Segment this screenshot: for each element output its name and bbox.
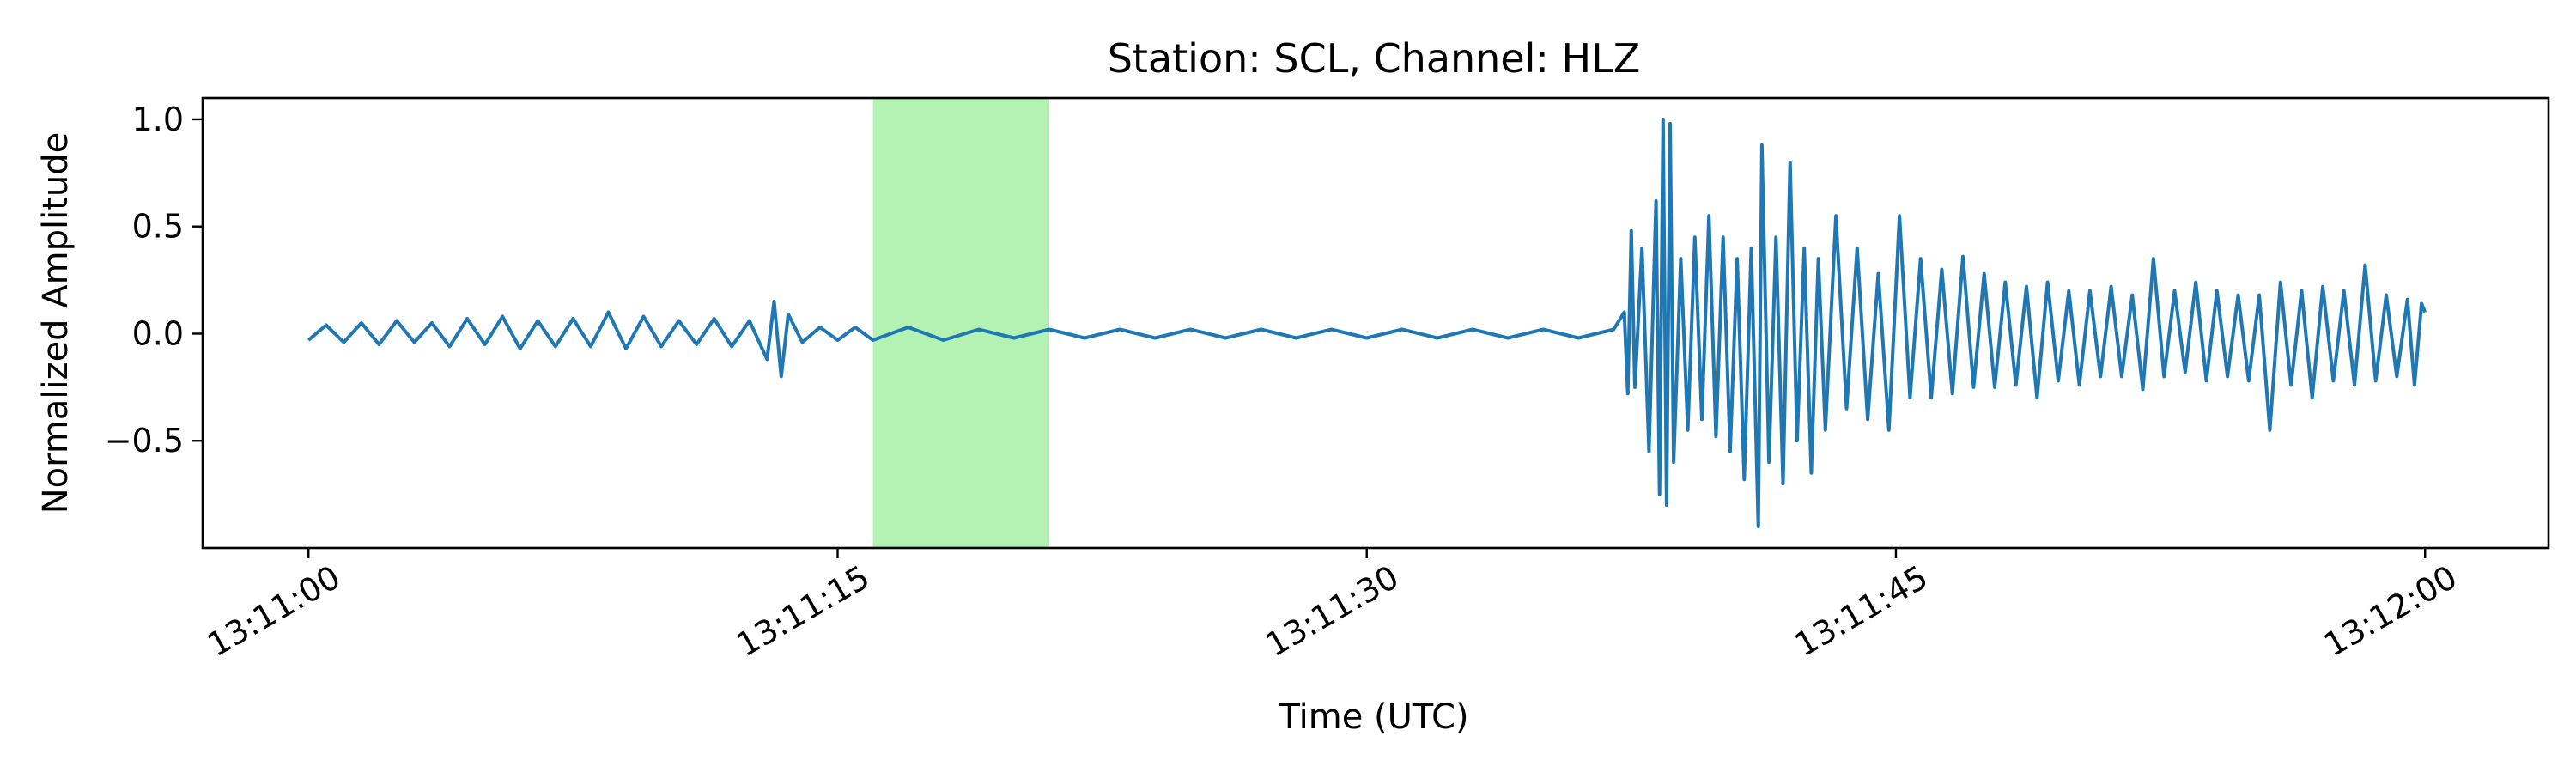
x-axis-label: Time (UTC) xyxy=(1278,697,1468,737)
waveform-traces xyxy=(307,118,2427,528)
highlight-window xyxy=(872,98,1049,548)
x-tick-label: 13:11:30 xyxy=(1259,558,1405,664)
waveform-line-0 xyxy=(307,118,2427,528)
x-tick-label: 13:12:00 xyxy=(2318,558,2464,664)
y-tick-label: −0.5 xyxy=(105,422,184,460)
y-tick-label: 0.0 xyxy=(132,314,184,352)
y-tick-label: 1.0 xyxy=(132,100,184,138)
x-tick-label: 13:11:00 xyxy=(201,558,347,664)
plot-area xyxy=(201,96,2550,550)
y-axis-ticks: 1.0 0.5 0.0 −0.5 xyxy=(105,100,203,460)
x-tick-label: 13:11:45 xyxy=(1789,558,1935,664)
x-axis-ticks: 13:11:00 13:11:15 13:11:30 13:11:45 13:12:00 xyxy=(201,548,2464,664)
chart-title: Station: SCL, Channel: HLZ xyxy=(1108,35,1641,82)
y-tick-label: 0.5 xyxy=(132,208,184,246)
axes-frame xyxy=(201,96,2550,550)
y-axis-label: Normalized Amplitude xyxy=(36,132,76,514)
x-tick-label: 13:11:15 xyxy=(730,558,876,664)
